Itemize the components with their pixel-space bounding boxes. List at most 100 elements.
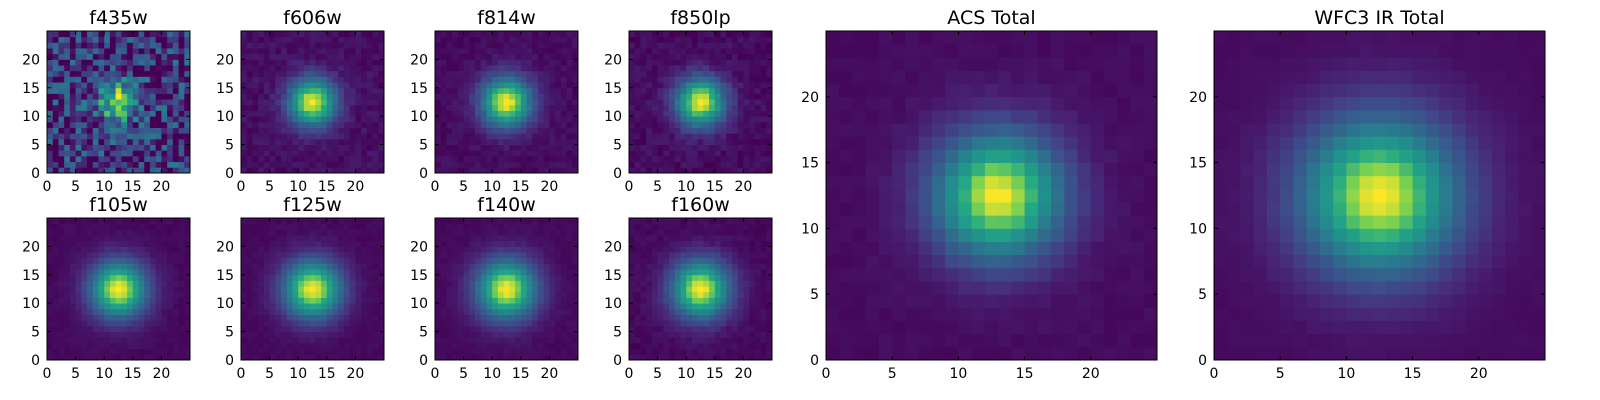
- heatmap-cell: [64, 286, 71, 293]
- heatmap-cell: [104, 342, 111, 350]
- heatmap-cell: [361, 110, 368, 117]
- heatmap-cell: [720, 31, 727, 38]
- heatmap-cell: [520, 240, 527, 247]
- heatmap-cell: [167, 87, 174, 94]
- heatmap-cell: [657, 348, 664, 355]
- heatmap-cell: [321, 348, 328, 355]
- heatmap-cell: [92, 133, 99, 140]
- heatmap-cell: [720, 167, 727, 174]
- heatmap-cell: [486, 48, 493, 55]
- heatmap-cell: [720, 291, 727, 298]
- heatmap-cell: [503, 286, 510, 293]
- heatmap-cell: [161, 116, 168, 123]
- heatmap-cell: [184, 286, 191, 293]
- heatmap-cell: [332, 48, 339, 55]
- heatmap-cell: [440, 303, 447, 310]
- heatmap-cell: [349, 144, 356, 151]
- heatmap-cell: [629, 93, 636, 100]
- heatmap-cell: [440, 36, 447, 43]
- heatmap-cell: [640, 342, 647, 350]
- heatmap-cell: [703, 53, 710, 60]
- heatmap-cell: [555, 116, 562, 123]
- heatmap-cell: [463, 354, 470, 361]
- heatmap-cell: [52, 314, 59, 321]
- heatmap-cell: [121, 31, 128, 38]
- heatmap-cell: [326, 229, 333, 236]
- heatmap-cell: [149, 87, 157, 94]
- heatmap-cell: [703, 138, 710, 145]
- heatmap-cell: [69, 235, 76, 242]
- heatmap-cell: [686, 42, 693, 49]
- heatmap-cell: [532, 320, 539, 327]
- heatmap-cell: [492, 331, 499, 338]
- heatmap-cell: [263, 325, 270, 332]
- heatmap-cell: [263, 31, 270, 38]
- heatmap-cell: [332, 337, 339, 344]
- heatmap-cell: [709, 150, 716, 157]
- heatmap-cell: [457, 155, 464, 163]
- heatmap-cell: [457, 308, 464, 315]
- heatmap-cell: [743, 116, 750, 123]
- heatmap-cell: [515, 246, 522, 253]
- heatmap-cell: [749, 36, 756, 43]
- heatmap-cell: [121, 286, 128, 293]
- heatmap-cell: [127, 257, 134, 264]
- heatmap-cell: [674, 65, 681, 72]
- heatmap-cell: [766, 53, 773, 60]
- heatmap-cell: [475, 36, 482, 43]
- heatmap-cell: [144, 331, 151, 338]
- heatmap-cell: [714, 104, 721, 111]
- heatmap-cell: [372, 240, 379, 247]
- heatmap-cell: [92, 269, 99, 276]
- heatmap-cell: [104, 121, 111, 128]
- heatmap-cell: [241, 354, 248, 361]
- heatmap-cell: [435, 150, 442, 157]
- heatmap-cell: [292, 297, 299, 304]
- heatmap-cell: [526, 161, 533, 168]
- heatmap-cell: [184, 280, 191, 287]
- heatmap-cell: [155, 348, 162, 355]
- heatmap-cell: [149, 337, 157, 344]
- heatmap-cell: [509, 110, 516, 117]
- heatmap-cell: [263, 348, 270, 355]
- heatmap-cell: [81, 263, 88, 270]
- heatmap-cell: [286, 110, 293, 117]
- heatmap-cell: [766, 87, 773, 94]
- heatmap-cell: [149, 161, 157, 168]
- heatmap-cell: [104, 82, 111, 89]
- heatmap-cell: [372, 53, 379, 60]
- heatmap-cell: [743, 121, 750, 128]
- heatmap-cell: [703, 31, 710, 38]
- heatmap-cell: [646, 70, 653, 77]
- heatmap-cell: [731, 155, 739, 163]
- heatmap-cell: [503, 161, 510, 168]
- heatmap-cell: [321, 93, 328, 100]
- heatmap-cell: [686, 82, 693, 89]
- heatmap-cell: [560, 320, 567, 327]
- heatmap-cell: [309, 48, 316, 55]
- heatmap-cell: [697, 93, 704, 100]
- heatmap-cell: [766, 280, 773, 287]
- heatmap-cell: [343, 314, 351, 321]
- x-tick-label: 0: [431, 366, 440, 382]
- heatmap-cell: [760, 314, 767, 321]
- heatmap-cell: [258, 48, 265, 55]
- heatmap-cell: [109, 59, 117, 66]
- heatmap-cell: [298, 223, 305, 230]
- heatmap-cell: [75, 291, 82, 298]
- heatmap-cell: [87, 104, 94, 111]
- heatmap-cell: [543, 269, 550, 276]
- heatmap-cell: [349, 167, 356, 174]
- heatmap-cell: [326, 48, 333, 55]
- heatmap-cell: [566, 144, 573, 151]
- heatmap-cell: [155, 93, 162, 100]
- heatmap-cell: [355, 36, 362, 43]
- heatmap-cell: [349, 252, 356, 259]
- heatmap-cell: [241, 229, 248, 236]
- heatmap-cell: [127, 303, 134, 310]
- heatmap-cell: [69, 303, 76, 310]
- heatmap-cell: [315, 229, 322, 236]
- heatmap-cell: [275, 223, 282, 230]
- heatmap-cell: [326, 150, 333, 157]
- heatmap-cell: [737, 138, 744, 145]
